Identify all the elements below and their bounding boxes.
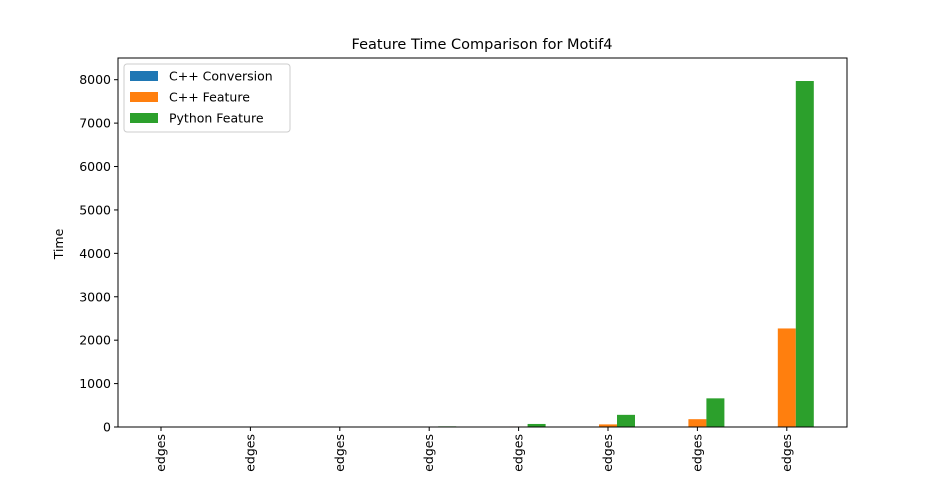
bar-3-8 [795, 81, 814, 427]
y-axis-label: Time [51, 228, 66, 260]
bar-3-7 [706, 398, 725, 427]
legend-label-1: C++ Conversion [169, 69, 273, 84]
legend-label-3: Python Feature [169, 111, 264, 126]
x-tick-label: edges [511, 434, 526, 472]
y-tick-label: 7000 [79, 116, 111, 131]
legend-swatch-1 [130, 71, 158, 81]
bar-2-6 [599, 424, 617, 427]
x-tick-label: edges [153, 434, 168, 472]
y-axis-ticks: 0 1000 2000 3000 4000 5000 6000 7000 8000 [79, 72, 118, 435]
legend: C++ Conversion C++ Feature Python Feature [123, 63, 291, 133]
y-tick-label: 4000 [79, 246, 111, 261]
chart-title: Feature Time Comparison for Motif4 [352, 37, 613, 53]
x-tick-label: edges [421, 434, 436, 472]
y-tick-label: 3000 [79, 289, 111, 304]
plot-frame [117, 57, 848, 428]
legend-box [123, 63, 291, 133]
y-tick-label: 0 [103, 420, 111, 435]
x-axis-ticks: edges edges edges edges edges edges edges edges [153, 427, 794, 472]
y-tick-label: 2000 [79, 333, 111, 348]
x-tick-label: edges [600, 434, 615, 472]
y-tick-label: 1000 [79, 376, 111, 391]
legend-label-2: C++ Feature [169, 90, 250, 105]
bar-3-5 [527, 423, 546, 427]
legend-swatch-2 [130, 92, 158, 102]
x-tick-label: edges [332, 434, 347, 472]
y-tick-label: 6000 [79, 159, 111, 174]
bar-2-7 [688, 419, 707, 427]
x-tick-label: edges [689, 434, 704, 472]
bar-3-6 [617, 414, 635, 427]
x-tick-label: edges [779, 434, 794, 472]
y-tick-label: 5000 [79, 202, 111, 217]
legend-swatch-3 [130, 113, 158, 123]
bars-group [259, 81, 814, 427]
x-tick-label: edges [242, 434, 257, 472]
bar-2-8 [777, 328, 796, 427]
y-tick-label: 8000 [79, 72, 111, 87]
